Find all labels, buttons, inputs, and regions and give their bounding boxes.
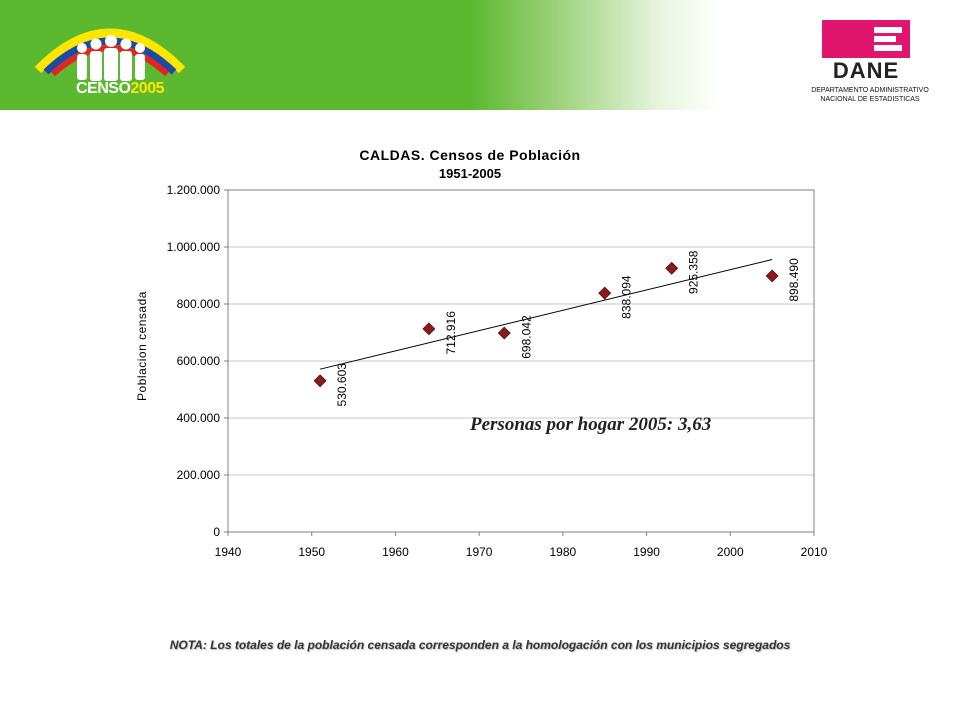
- footnote: NOTA: Los totales de la población censad…: [169, 638, 791, 652]
- censo-logo-text: CENSO2005: [76, 80, 164, 98]
- x-tick-label: 1960: [382, 545, 409, 559]
- dane-wordmark: DANE: [832, 58, 900, 83]
- x-tick-label: 2000: [717, 545, 744, 559]
- y-tick-label: 200.000: [177, 468, 221, 482]
- trendline: [319, 259, 773, 370]
- censo-year: 2005: [130, 80, 164, 97]
- trendline-segment: [319, 259, 773, 370]
- y-tick-label: 600.000: [177, 354, 221, 368]
- y-tick-label: 800.000: [177, 297, 221, 311]
- dane-subtitle: DEPARTAMENTO ADMINISTRATIVO NACIONAL DE …: [795, 86, 945, 104]
- data-labels: 530.603 712.916 698.042 838.094 925.358 898.4…: [335, 250, 801, 406]
- dane-logo: [822, 20, 910, 58]
- x-tick-label: 1940: [215, 545, 242, 559]
- x-tick-label: 2010: [801, 545, 828, 559]
- chart-subtitle: 1951-2005: [439, 166, 501, 181]
- dane-subtitle-line2: NACIONAL DE ESTADISTICAS: [820, 96, 920, 103]
- data-point-label: 698.042: [519, 315, 533, 359]
- data-point-label: 898.490: [787, 258, 801, 302]
- y-tick-label: 1.000.000: [167, 240, 221, 254]
- censo-word: CENSO: [76, 80, 131, 97]
- axis-ticks: 0 200.000 400.000 600.000 800.000 1.000.000 1.…: [167, 183, 828, 559]
- dane-subtitle-line1: DEPARTAMENTO ADMINISTRATIVO: [811, 87, 929, 94]
- censo-2005-logo: [34, 28, 186, 81]
- data-point-marker: [665, 261, 679, 275]
- data-point-marker: [497, 326, 511, 340]
- x-tick-label: 1980: [550, 545, 577, 559]
- x-tick-label: 1950: [298, 545, 325, 559]
- data-point-label: 925.358: [687, 250, 701, 294]
- data-point-marker: [598, 286, 612, 300]
- x-tick-label: 1970: [466, 545, 493, 559]
- data-point-label: 838.094: [620, 275, 634, 319]
- data-point-label: 530.603: [335, 363, 349, 407]
- y-tick-label: 1.200.000: [167, 183, 221, 197]
- data-point-label: 712.916: [444, 311, 458, 355]
- x-tick-label: 1990: [633, 545, 660, 559]
- data-point-marker: [422, 322, 436, 336]
- gridlines: [228, 246, 814, 476]
- y-tick-label: 0: [213, 525, 220, 539]
- y-tick-label: 400.000: [177, 411, 221, 425]
- data-point-marker: [765, 269, 779, 283]
- persons-per-household-note: Personas por hogar 2005: 3,63: [470, 414, 712, 435]
- chart-title: CALDAS. Censos de Población: [359, 147, 580, 163]
- y-axis-label: Poblacion censada: [135, 291, 149, 401]
- data-points: [313, 261, 779, 388]
- data-point-marker: [313, 374, 327, 388]
